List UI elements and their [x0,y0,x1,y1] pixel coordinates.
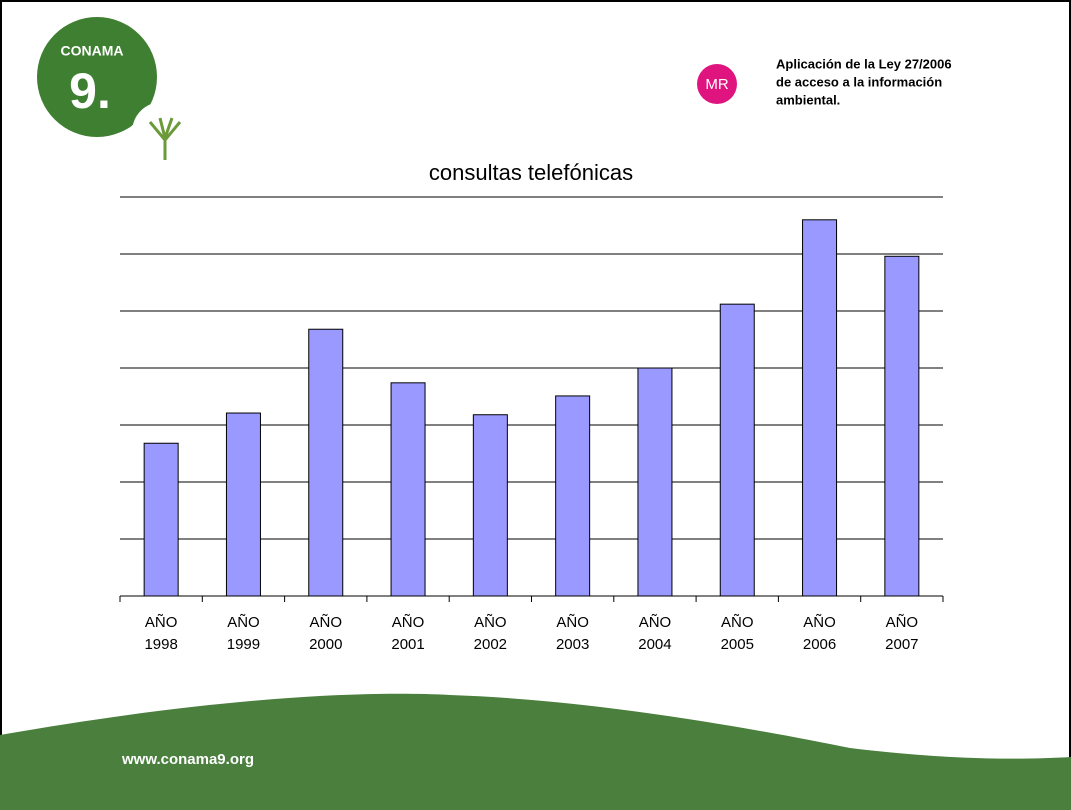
bar [390,382,426,597]
badge [697,64,737,104]
x-tick-label: 1999 [227,636,260,653]
x-tick-label: 2006 [803,636,836,653]
x-tick-label: 2005 [721,636,754,653]
x-tick-label: AÑO [309,614,342,631]
header-line: de acceso a la información [776,74,942,89]
bar [884,255,920,597]
x-tick-label: AÑO [474,614,507,631]
x-tick-label: AÑO [721,614,754,631]
x-tick-label: AÑO [556,614,589,631]
x-tick-label: 2002 [474,636,507,653]
x-tick-label: AÑO [145,614,178,631]
x-tick-label: AÑO [803,614,836,631]
bar [308,328,344,597]
x-tick-label: AÑO [227,614,260,631]
bar [143,442,179,597]
x-tick-label: 2003 [556,636,589,653]
x-tick-label: AÑO [639,614,672,631]
bar [637,367,673,597]
logo-circle [37,17,157,137]
footer-url: www.conama9.org [121,751,254,768]
logo-name: CONAMA [61,43,124,59]
bar [225,412,261,597]
header-line: ambiental. [776,92,840,107]
x-tick-label: 1998 [144,636,177,653]
logo-number: 9. [69,63,111,119]
bar [472,414,508,597]
footer-wave [0,693,1071,810]
bar [802,219,838,597]
bar [555,395,591,597]
x-tick-label: AÑO [886,614,919,631]
chart-title: consultas telefónicas [429,160,633,185]
x-tick-label: 2007 [885,636,918,653]
badge-text: MR [705,76,728,93]
logo-plant [148,117,182,160]
x-tick-label: 2000 [309,636,342,653]
header-line: Aplicación de la Ley 27/2006 [776,56,952,71]
x-tick-label: 2004 [638,636,671,653]
bar [719,303,755,597]
x-tick-label: 2001 [391,636,424,653]
x-tick-label: AÑO [392,614,425,631]
